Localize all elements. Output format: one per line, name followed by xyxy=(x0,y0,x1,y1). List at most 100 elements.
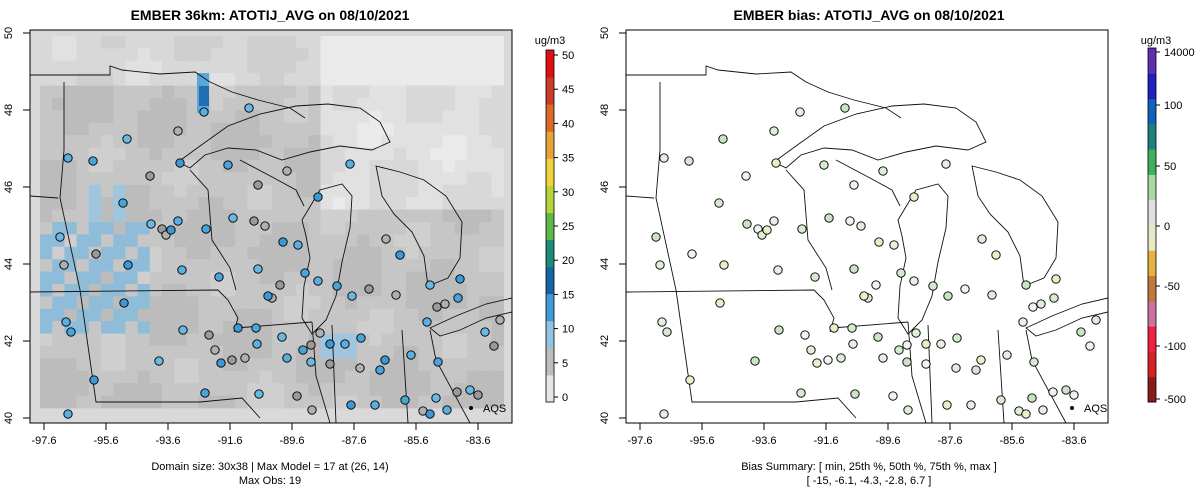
grid-cell xyxy=(40,122,53,136)
left-legend-label: AQS xyxy=(483,403,506,415)
grid-cell xyxy=(162,172,175,186)
grid-cell xyxy=(442,122,456,136)
grid-cell xyxy=(491,73,504,86)
grid-cell xyxy=(320,172,334,186)
grid-cell xyxy=(381,271,395,285)
grid-cell xyxy=(308,234,321,248)
grid-cell xyxy=(76,296,90,310)
grid-cell xyxy=(174,370,187,384)
bias-site-marker xyxy=(991,250,1001,260)
grid-cell xyxy=(296,160,309,173)
grid-cell xyxy=(393,296,407,310)
observation-site-marker xyxy=(364,284,374,294)
grid-cell xyxy=(393,60,407,74)
grid-cell xyxy=(479,346,492,359)
grid-cell xyxy=(406,284,419,297)
bias-site-marker xyxy=(847,323,857,333)
border-line xyxy=(626,289,835,333)
grid-cell xyxy=(149,184,163,198)
grid-cell xyxy=(479,395,492,409)
grid-cell xyxy=(320,271,334,285)
x-tick-label: -87.6 xyxy=(937,435,962,447)
grid-cell xyxy=(125,321,138,334)
grid-cell xyxy=(442,73,456,86)
y-tick-label: 50 xyxy=(3,27,15,39)
x-tick-label: -83.6 xyxy=(1061,435,1086,447)
grid-cell xyxy=(40,271,53,285)
grid-cell xyxy=(259,358,273,372)
observation-site-marker xyxy=(442,405,452,415)
grid-cell xyxy=(296,246,309,260)
left-x-axis: -97.6 -95.6 -93.6 -91.6 -89.6 -87.6 -85.6 -83.6 xyxy=(31,423,491,447)
bias-site-marker xyxy=(824,213,834,223)
grid-cell xyxy=(479,160,492,173)
grid-cell xyxy=(418,36,431,49)
grid-cell xyxy=(320,370,334,384)
grid-cell xyxy=(137,308,151,322)
grid-cell xyxy=(442,308,456,322)
grid-cell xyxy=(101,110,114,124)
grid-cell xyxy=(162,36,175,49)
border-line xyxy=(897,183,949,335)
x-tick-label: -87.6 xyxy=(341,435,366,447)
grid-cell xyxy=(101,234,114,248)
grid-cell xyxy=(345,98,358,111)
grid-cell xyxy=(454,197,468,210)
grid-cell xyxy=(76,321,90,334)
grid-cell xyxy=(235,184,248,198)
grid-cell xyxy=(418,209,431,223)
grid-cell xyxy=(369,48,382,62)
grid-cell xyxy=(369,197,382,210)
grid-cell xyxy=(332,73,346,86)
bias-site-marker xyxy=(771,158,781,168)
grid-cell xyxy=(320,346,334,359)
grid-cell xyxy=(271,36,285,49)
grid-cell xyxy=(393,36,407,49)
grid-cell xyxy=(357,36,370,49)
observation-site-marker xyxy=(55,232,65,242)
x-tick-label: -95.6 xyxy=(93,435,118,447)
grid-cell xyxy=(186,333,199,347)
grid-cell xyxy=(442,321,456,334)
grid-cell xyxy=(125,222,138,235)
grid-cell xyxy=(284,184,297,198)
grid-cell xyxy=(320,284,334,297)
colorbar-segment xyxy=(1148,98,1156,125)
grid-cell xyxy=(64,85,77,99)
grid-cell xyxy=(76,271,90,285)
grid-cell xyxy=(235,370,248,384)
grid-cell xyxy=(479,358,492,372)
grid-cell xyxy=(259,73,273,86)
grid-cell xyxy=(345,122,358,136)
grid-cell xyxy=(125,308,138,322)
grid-cell xyxy=(88,346,102,359)
grid-cell xyxy=(418,147,431,161)
grid-cell xyxy=(418,135,431,148)
grid-cell xyxy=(223,73,236,86)
grid-cell xyxy=(381,296,395,310)
grid-cell xyxy=(259,271,273,285)
grid-cell xyxy=(369,85,382,99)
grid-cell xyxy=(186,370,199,384)
grid-cell xyxy=(467,321,480,334)
grid-cell xyxy=(76,284,90,297)
grid-cell xyxy=(223,370,236,384)
grid-cell xyxy=(491,209,504,223)
grid-cell xyxy=(198,308,212,322)
grid-cell xyxy=(113,259,126,272)
observation-site-marker xyxy=(63,153,73,163)
grid-cell xyxy=(149,98,163,111)
grid-cell xyxy=(40,259,53,272)
grid-cell xyxy=(345,172,358,186)
grid-cell xyxy=(101,383,114,396)
grid-cell xyxy=(223,284,236,297)
grid-cell xyxy=(235,271,248,285)
grid-cell xyxy=(454,110,468,124)
grid-cell xyxy=(393,346,407,359)
border-line xyxy=(907,321,927,423)
grid-cell xyxy=(88,110,102,124)
grid-cell xyxy=(430,36,443,49)
grid-cell xyxy=(393,333,407,347)
grid-cell xyxy=(259,321,273,334)
grid-cell xyxy=(210,321,224,334)
